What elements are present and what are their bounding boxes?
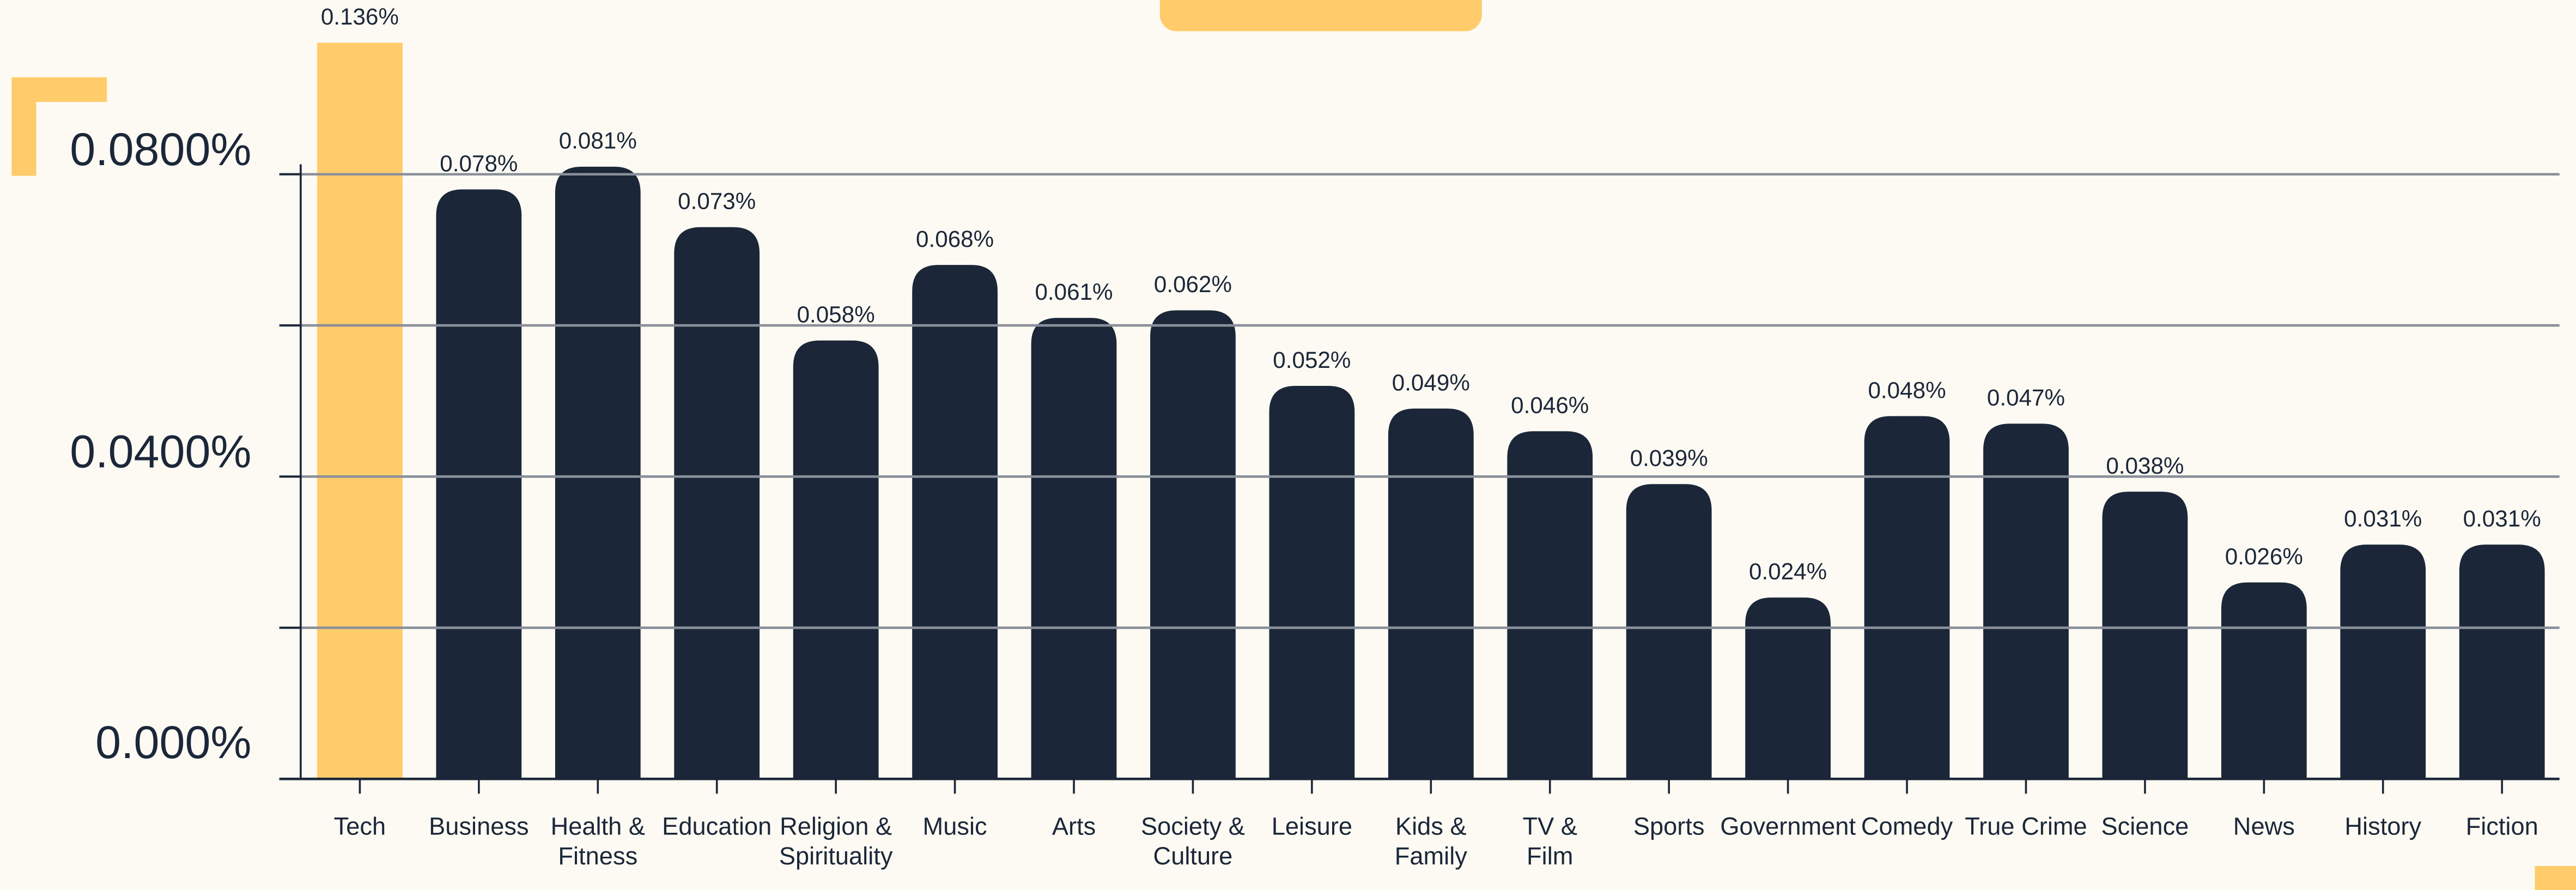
value-label: 0.047% (1987, 385, 2065, 410)
x-tick-label: Music (923, 813, 987, 840)
value-label: 0.052% (1273, 347, 1351, 373)
bar (317, 43, 403, 779)
bar (1626, 484, 1712, 779)
value-label: 0.031% (2344, 506, 2422, 531)
bar (1388, 408, 1474, 779)
y-tick-label: 0.0400% (70, 426, 251, 477)
bar (1983, 423, 2069, 779)
value-label: 0.078% (440, 150, 518, 176)
value-label: 0.039% (1630, 445, 1708, 471)
x-tick-label: Tech (334, 813, 386, 840)
value-label: 0.058% (797, 302, 875, 328)
value-label: 0.046% (1511, 392, 1589, 418)
decor-tab (1159, 0, 1482, 32)
bar (1745, 597, 1831, 779)
bar (793, 340, 879, 779)
x-tick-label: News (2233, 813, 2295, 840)
y-tick-label: 0.0800% (70, 124, 251, 175)
bar (1031, 318, 1117, 779)
value-label: 0.068% (916, 226, 994, 252)
x-tick-label: Leisure (1272, 813, 1352, 840)
x-tick-label: Arts (1052, 813, 1096, 840)
x-tick-label: History (2344, 813, 2421, 840)
x-tick-label: Society & Culture (1141, 813, 1245, 870)
y-tick-label: 0.000% (95, 717, 251, 768)
bar (2221, 582, 2307, 779)
plot-area (317, 43, 2545, 779)
value-label: 0.081% (559, 128, 637, 154)
bar (674, 227, 760, 779)
x-tick-label: Government (1720, 813, 1856, 840)
value-label: 0.026% (2225, 543, 2303, 569)
bar (912, 265, 998, 779)
value-label: 0.049% (1392, 370, 1470, 395)
value-label: 0.048% (1868, 377, 1946, 403)
value-label: 0.062% (1154, 271, 1232, 297)
x-tick-label: Health & Fitness (551, 813, 645, 870)
bar (2102, 492, 2188, 779)
bar (2340, 544, 2426, 779)
bar (1507, 431, 1593, 779)
value-label: 0.038% (2106, 453, 2184, 479)
bar (1150, 310, 1236, 779)
value-label: 0.136% (321, 4, 399, 29)
x-tick-label: Religion & Spirituality (779, 813, 893, 870)
x-tick-label: Science (2101, 813, 2189, 840)
x-tick-label: Kids & Family (1395, 813, 1468, 870)
bar (555, 166, 641, 779)
bar (1269, 386, 1355, 779)
value-label: 0.024% (1749, 559, 1827, 584)
x-tick-label: Education (662, 813, 771, 840)
value-label: 0.073% (678, 189, 756, 214)
decor-square (2535, 865, 2576, 890)
x-tick-label: Business (429, 813, 528, 840)
bar (436, 189, 522, 779)
x-tick-label: Comedy (1861, 813, 1953, 840)
bar (2459, 544, 2545, 779)
bar (1864, 416, 1950, 779)
x-tick-label: True Crime (1965, 813, 2087, 840)
x-tick-label: TV & Film (1522, 813, 1577, 870)
value-label: 0.061% (1035, 279, 1113, 305)
value-label: 0.031% (2463, 506, 2541, 531)
x-tick-label: Fiction (2466, 813, 2538, 840)
x-tick-label: Sports (1633, 813, 1705, 840)
